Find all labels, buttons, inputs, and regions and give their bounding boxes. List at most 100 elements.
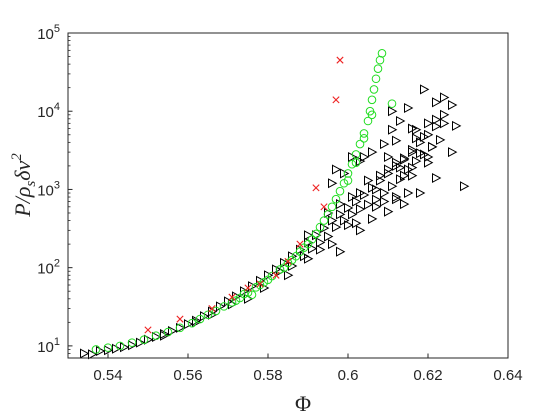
triangle-marker: [120, 342, 130, 353]
circle-marker: [363, 116, 373, 126]
x-marker: [296, 240, 304, 248]
circle-marker: [243, 288, 253, 297]
triangle-marker: [404, 187, 414, 199]
triangle-marker: [412, 124, 422, 135]
circle-marker: [335, 186, 345, 196]
triangle-marker: [328, 239, 338, 250]
triangle-marker: [392, 157, 402, 168]
triangle-marker: [368, 147, 378, 158]
circle-marker: [279, 263, 289, 272]
triangle-marker: [372, 194, 382, 205]
circle-marker: [359, 134, 369, 143]
x-tick-label: 0.58: [253, 367, 282, 384]
triangle-marker: [308, 243, 318, 254]
circle-marker: [359, 129, 369, 138]
circle-marker: [295, 247, 305, 256]
x-tick-label: 0.54: [93, 367, 122, 384]
triangle-marker: [80, 348, 90, 359]
triangle-marker: [416, 148, 426, 159]
x-tick-label: 0.64: [493, 367, 522, 384]
tick-labels: 0.54 0.56 0.58 0.6 0.62 0.64 101 102 103 104 105: [37, 23, 522, 384]
circle-marker: [219, 302, 229, 311]
triangle-marker: [144, 334, 154, 345]
circle-marker: [187, 318, 197, 328]
triangle-marker: [372, 201, 382, 212]
circle-marker: [103, 343, 113, 352]
triangle-marker: [344, 220, 354, 231]
triangle-marker: [388, 124, 398, 135]
triangle-marker: [336, 246, 346, 257]
circle-marker: [319, 216, 329, 225]
triangle-marker: [396, 115, 406, 127]
triangle-marker: [432, 114, 442, 125]
triangle-marker: [400, 199, 410, 210]
circle-marker: [239, 289, 249, 299]
circle-marker: [343, 169, 353, 178]
triangle-marker: [460, 181, 470, 192]
y-axis-label: P/ρsδv2: [9, 153, 39, 218]
triangle-marker: [380, 196, 390, 207]
triangle-marker: [432, 97, 442, 108]
x-marker: [208, 304, 216, 313]
circle-marker: [355, 139, 365, 149]
triangle-marker: [396, 162, 406, 173]
axis-ticks: [68, 32, 509, 359]
triangle-marker: [356, 187, 366, 199]
triangle-marker: [408, 123, 418, 134]
circle-marker: [195, 314, 205, 324]
x-marker: [228, 293, 236, 301]
triangle-marker: [428, 141, 438, 152]
data-points: [80, 49, 470, 360]
triangle-marker: [404, 102, 414, 114]
triangle-marker: [448, 99, 458, 111]
triangle-marker: [412, 133, 422, 144]
triangle-marker: [324, 231, 334, 242]
triangle-marker: [440, 118, 450, 129]
triangle-marker: [304, 253, 314, 264]
triangle-marker: [284, 270, 294, 281]
triangle-marker: [428, 141, 438, 152]
x-axis-label: Φ: [295, 391, 311, 416]
circle-marker: [211, 306, 221, 316]
circle-marker: [263, 275, 273, 285]
triangle-marker: [424, 129, 434, 140]
circle-marker: [287, 255, 297, 265]
triangle-marker: [400, 170, 410, 181]
triangle-marker: [356, 225, 366, 236]
x-marker: [272, 271, 280, 279]
x-tick-label: 0.56: [173, 367, 202, 384]
triangle-marker: [420, 131, 430, 142]
triangle-marker: [416, 187, 426, 199]
circle-marker: [231, 296, 241, 305]
triangle-marker: [168, 325, 178, 337]
triangle-marker: [128, 340, 138, 351]
triangle-marker: [424, 157, 434, 168]
triangle-marker: [432, 172, 442, 184]
triangle-marker: [408, 147, 418, 158]
triangle-marker: [384, 151, 394, 163]
axes: [67, 32, 509, 359]
triangle-marker: [452, 120, 462, 131]
triangle-marker: [332, 222, 342, 233]
circle-marker: [347, 159, 357, 169]
triangle-marker: [380, 139, 390, 150]
triangle-marker: [316, 244, 326, 255]
triangle-marker: [380, 187, 390, 199]
circle-marker: [139, 335, 149, 344]
x-tick-label: 0.6: [338, 367, 359, 384]
x-marker: [244, 284, 252, 292]
circle-marker: [311, 229, 321, 239]
circle-marker: [227, 298, 237, 307]
circle-marker: [327, 202, 337, 212]
circle-marker: [387, 99, 397, 108]
x-marker: [332, 96, 340, 104]
triangle-marker: [420, 84, 430, 95]
x-marker: [320, 203, 328, 211]
triangle-marker: [328, 178, 338, 189]
circle-marker: [343, 176, 353, 185]
x-tick-label: 0.62: [413, 367, 442, 384]
x-marker: [176, 315, 184, 323]
triangle-marker: [392, 191, 402, 203]
triangle-marker: [352, 218, 362, 229]
